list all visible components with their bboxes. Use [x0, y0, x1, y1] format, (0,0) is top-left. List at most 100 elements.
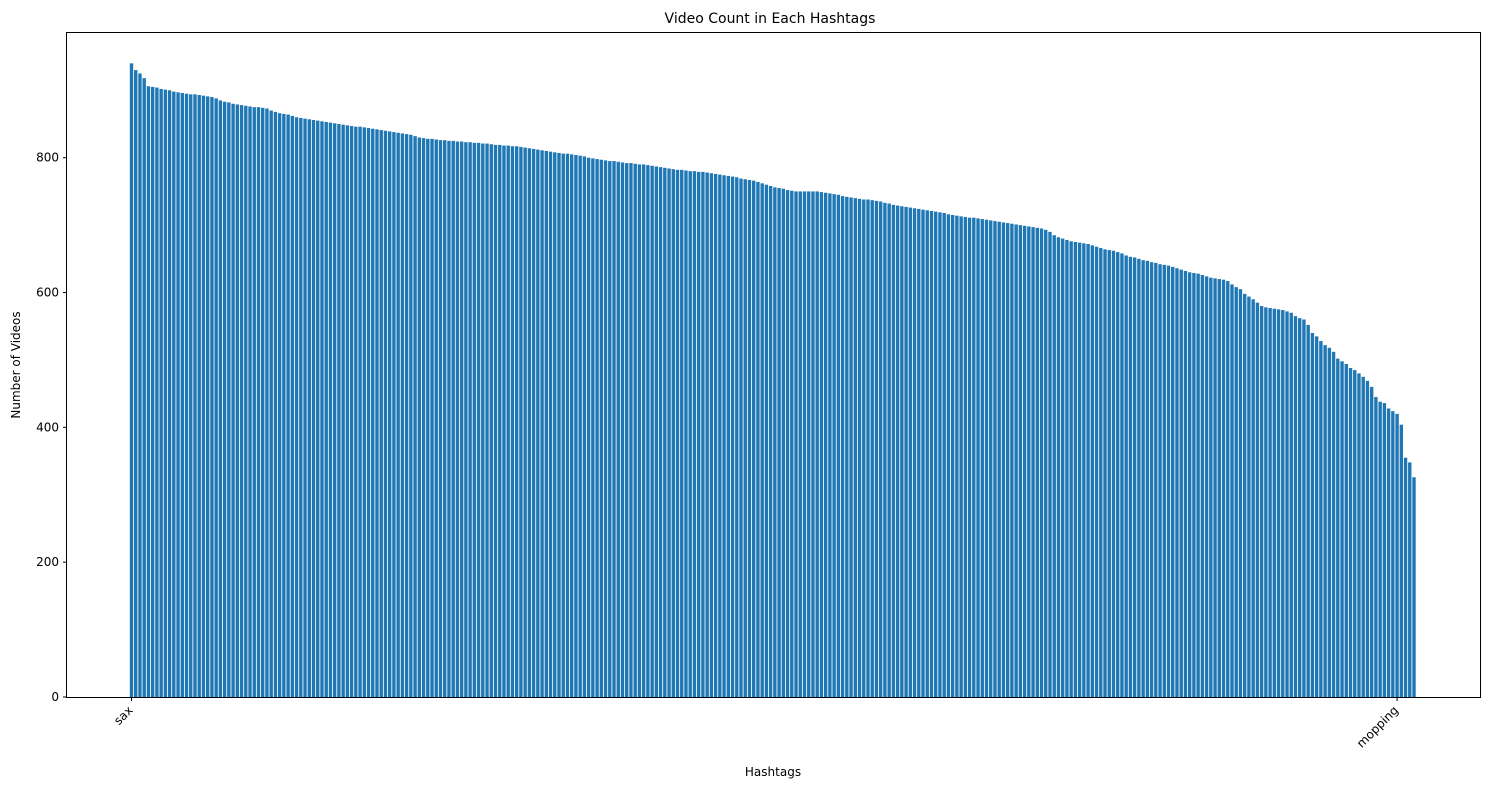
bar — [845, 196, 849, 697]
bar — [184, 93, 189, 698]
bar — [1132, 257, 1137, 697]
bar — [540, 150, 544, 698]
bar — [696, 171, 701, 697]
bar — [142, 78, 146, 698]
bar — [1086, 244, 1090, 697]
bar — [582, 156, 587, 698]
bar — [1336, 358, 1340, 697]
bar — [980, 219, 984, 698]
bar — [1408, 462, 1412, 697]
bar — [328, 122, 333, 697]
bar — [743, 179, 747, 697]
bar — [1251, 299, 1255, 697]
bar — [794, 191, 798, 698]
bar — [735, 177, 739, 697]
bar — [150, 86, 155, 698]
bar — [214, 98, 218, 697]
bar — [366, 128, 371, 698]
bar — [815, 191, 819, 698]
bar — [472, 142, 477, 697]
bar — [307, 119, 311, 698]
bar — [514, 146, 519, 697]
bar — [866, 199, 870, 697]
bar — [451, 140, 455, 698]
bar — [904, 206, 908, 698]
bar — [1103, 249, 1107, 697]
bar — [730, 176, 735, 698]
bar — [1395, 413, 1399, 697]
bar — [459, 141, 464, 697]
bar — [1044, 229, 1048, 697]
bar — [544, 150, 548, 698]
bar — [1128, 256, 1133, 697]
bar — [692, 171, 697, 697]
bar — [925, 210, 929, 698]
bar — [1276, 309, 1281, 697]
bar — [1391, 411, 1395, 697]
bar — [857, 198, 862, 697]
bar — [146, 86, 151, 697]
bar — [1107, 250, 1111, 697]
bar — [1162, 264, 1166, 697]
bar — [667, 168, 671, 697]
bar — [383, 130, 388, 697]
bar — [506, 145, 510, 697]
bar — [1200, 275, 1205, 697]
bar — [222, 101, 227, 697]
bar — [337, 124, 341, 697]
bar — [362, 127, 366, 697]
bar — [244, 105, 248, 698]
bar — [1403, 457, 1408, 697]
bar — [1323, 345, 1327, 697]
bar — [1187, 272, 1192, 697]
bar — [1158, 264, 1162, 697]
bar — [942, 212, 946, 698]
bar — [1264, 307, 1268, 697]
bar — [828, 193, 832, 697]
bar — [1230, 284, 1234, 697]
bar — [1340, 361, 1344, 697]
bar — [650, 165, 654, 698]
bar — [316, 120, 320, 697]
bar — [167, 90, 172, 698]
bar — [591, 158, 595, 697]
bar — [1111, 250, 1116, 698]
bar — [684, 170, 688, 697]
bar — [688, 171, 692, 697]
bar — [616, 161, 620, 697]
bar — [430, 138, 434, 698]
bar — [303, 118, 307, 698]
bar — [1327, 347, 1332, 697]
bar — [1348, 368, 1353, 697]
bar — [646, 165, 650, 697]
bar — [299, 117, 303, 697]
bar — [332, 123, 337, 697]
bar — [811, 191, 815, 698]
bar — [663, 167, 667, 697]
bar — [747, 179, 752, 697]
bar — [1382, 403, 1387, 697]
bar — [878, 201, 883, 697]
bar — [840, 196, 845, 697]
bar — [324, 121, 328, 698]
bar — [1302, 319, 1306, 697]
bar — [1192, 272, 1196, 697]
bar — [1154, 262, 1158, 697]
bars-group — [129, 63, 1416, 698]
bar — [836, 194, 841, 698]
bar — [781, 188, 786, 697]
bar — [1378, 401, 1382, 697]
bar — [464, 142, 468, 697]
bar — [523, 147, 527, 698]
bar — [311, 119, 316, 697]
bar — [1255, 302, 1260, 697]
bar — [883, 202, 887, 697]
bar — [252, 107, 256, 697]
bar — [1099, 248, 1103, 698]
bar — [972, 217, 976, 697]
bar — [1399, 424, 1403, 697]
bar — [900, 206, 904, 697]
y-axis: 0 200 400 600 800 — [36, 151, 67, 704]
bar — [955, 215, 959, 697]
